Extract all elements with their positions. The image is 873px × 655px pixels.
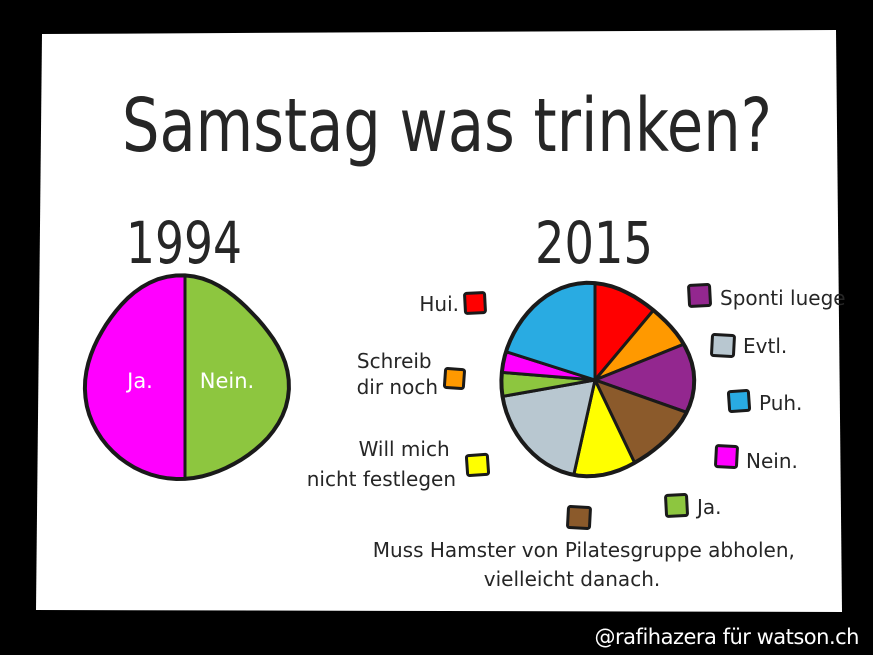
legend-swatch-evtl xyxy=(710,333,736,358)
legend-swatch-hamster xyxy=(566,505,592,530)
paper-panel xyxy=(36,30,842,612)
legend-label-sponti: Sponti luege xyxy=(720,286,846,310)
legend-label-festlegen: Will mich nicht festlegen xyxy=(307,437,456,491)
pie-chart-1994 xyxy=(82,273,291,482)
legend-swatch-schreib xyxy=(442,367,466,391)
legend-label-puh: Puh. xyxy=(759,391,802,415)
pie-1994-outline xyxy=(82,273,291,482)
legend-swatch-festlegen xyxy=(464,452,491,478)
legend-label-schreib: Schreib dir noch xyxy=(357,349,438,399)
legend-swatch-sponti xyxy=(687,283,712,308)
legend-swatch-nein xyxy=(714,444,739,469)
pie-1994-slice-0 xyxy=(183,275,289,479)
legend-label-hamster: Muss Hamster von Pilatesgruppe abholen, … xyxy=(373,538,801,591)
legend-label-evtl: Evtl. xyxy=(743,334,787,358)
pie-2015-title: 2015 xyxy=(535,209,653,277)
pie-2015-outline xyxy=(499,280,697,479)
pie-1994-title: 1994 xyxy=(126,209,242,277)
legend-swatch-ja xyxy=(664,493,689,518)
legend-label-nein: Nein. xyxy=(746,449,798,473)
credit-text: @rafihazera für watson.ch xyxy=(594,625,860,649)
legend-swatch-hui xyxy=(463,291,487,315)
pie-2015-slice-2 xyxy=(593,321,695,433)
pie-1994-slice-1 xyxy=(84,275,187,479)
legend-label-ja: Ja. xyxy=(695,495,722,519)
pie-1994-label-ja: Ja. xyxy=(125,369,153,393)
legend-label-hui: Hui. xyxy=(419,292,459,316)
legend-swatch-puh xyxy=(726,388,752,414)
chart-title: Samstag was trinken? xyxy=(122,83,772,169)
pie-1994-label-nein: Nein. xyxy=(200,369,254,393)
